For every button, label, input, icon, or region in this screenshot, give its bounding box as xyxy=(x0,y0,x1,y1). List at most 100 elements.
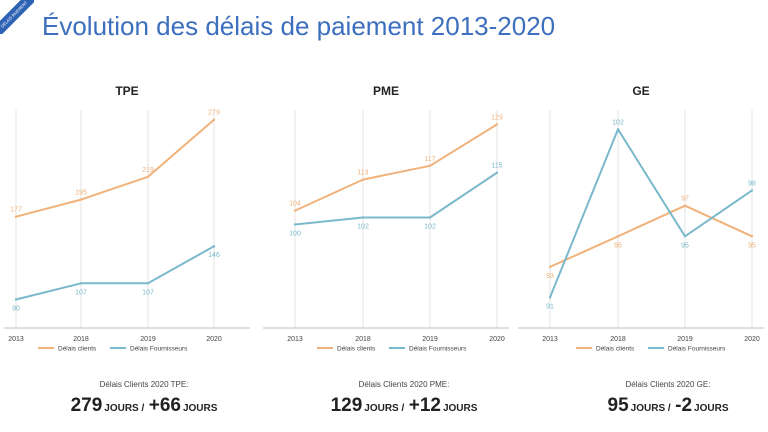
chart-panel-pme: PME 2013 2018 2019 2020 104 113 117 129 100 102 10… xyxy=(259,76,513,364)
data-point-suppliers-2020 xyxy=(212,245,216,248)
legend-label-suppliers: Délais Fournisseurs xyxy=(409,346,467,353)
summary-days-unit-pme: JOURS / xyxy=(364,403,405,414)
legend-label-clients: Délais clients xyxy=(596,346,635,353)
chart-title-ge: GE xyxy=(632,84,650,98)
data-label-suppliers-2020: 146 xyxy=(208,252,220,259)
x-tick-label-2019: 2019 xyxy=(140,336,156,343)
data-point-clients-2019 xyxy=(146,175,150,178)
data-label-suppliers-2020: 115 xyxy=(491,163,502,170)
chart-title-pme: PME xyxy=(372,84,399,98)
summary-delta-unit-ge: JOURS xyxy=(694,403,729,414)
x-tick-label-2019: 2019 xyxy=(422,336,438,343)
ribbon-label: DÉLAIS PAIEMENT xyxy=(0,0,34,34)
data-point-clients-2018 xyxy=(79,198,83,201)
data-label-clients-2020: 279 xyxy=(208,110,220,117)
summary-delta-tpe: +66 xyxy=(148,395,181,416)
series-line-clients xyxy=(294,123,498,212)
data-label-clients-2019: 117 xyxy=(424,156,435,163)
data-point-clients-2019 xyxy=(683,204,687,207)
data-label-suppliers-2018: 107 xyxy=(75,289,87,296)
legend-label-clients: Délais clients xyxy=(58,346,97,353)
data-label-suppliers-2013: 100 xyxy=(289,231,301,238)
data-point-clients-2013 xyxy=(293,209,297,212)
data-point-clients-2020 xyxy=(750,235,754,238)
x-tick-label-2020: 2020 xyxy=(489,336,505,343)
summary-tpe: 279 JOURS / +66 JOURS xyxy=(16,395,272,417)
data-label-suppliers-2013: 91 xyxy=(546,303,554,310)
summary-delta-unit-pme: JOURS xyxy=(442,403,478,414)
data-point-suppliers-2019 xyxy=(428,216,432,219)
x-tick-label-2013: 2013 xyxy=(287,336,303,343)
data-point-suppliers-2019 xyxy=(683,235,687,238)
page-title: Évolution des délais de paiement 2013-20… xyxy=(42,11,556,41)
x-tick-label-2013: 2013 xyxy=(8,336,24,343)
data-point-clients-2020 xyxy=(212,118,216,121)
data-point-clients-2019 xyxy=(428,164,432,167)
x-tick-label-2018: 2018 xyxy=(73,336,89,343)
series-line-suppliers xyxy=(15,245,215,301)
series-line-suppliers xyxy=(549,128,753,298)
data-label-suppliers-2020: 98 xyxy=(748,180,756,187)
x-tick-label-2018: 2018 xyxy=(355,336,371,343)
data-point-suppliers-2013 xyxy=(548,296,552,299)
chart-title-tpe: TPE xyxy=(115,84,139,98)
x-tick-label-2019: 2019 xyxy=(677,336,693,343)
data-point-clients-2013 xyxy=(14,215,18,218)
data-point-suppliers-2020 xyxy=(750,189,754,192)
series-line-suppliers xyxy=(294,171,498,226)
data-label-clients-2020: 129 xyxy=(491,114,503,121)
summary-days-ge: 95 xyxy=(607,395,629,416)
summary-caption-ge: Délais Clients 2020 GE: xyxy=(625,380,711,389)
data-label-suppliers-2013: 90 xyxy=(12,306,20,313)
corner-ribbon: DÉLAIS PAIEMENT xyxy=(0,0,34,34)
data-label-clients-2018: 195 xyxy=(75,190,87,197)
data-point-clients-2013 xyxy=(548,265,552,269)
x-tick-label-2013: 2013 xyxy=(542,336,558,343)
summary-days-unit-tpe: JOURS / xyxy=(104,403,145,414)
summary-caption-tpe: Délais Clients 2020 TPE: xyxy=(99,380,189,389)
data-label-clients-2018: 113 xyxy=(357,170,368,177)
data-point-suppliers-2013 xyxy=(293,223,297,226)
data-point-clients-2018 xyxy=(361,178,365,181)
line-chart-ge: 2013 2018 2019 2020 93 95 97 95 91 102 95 98 Délais … xyxy=(518,110,764,353)
summary-delta-pme: +12 xyxy=(408,395,441,416)
data-point-suppliers-2019 xyxy=(146,282,150,285)
data-label-clients-2019: 97 xyxy=(681,196,689,203)
data-label-suppliers-2019: 102 xyxy=(424,224,436,231)
data-label-clients-2018: 95 xyxy=(614,242,622,249)
line-chart-tpe: 2013 2018 2019 2020 177 195 219 279 90 107 107 146 D… xyxy=(4,110,250,353)
data-point-suppliers-2018 xyxy=(79,282,83,285)
data-point-clients-2018 xyxy=(616,235,620,238)
data-point-suppliers-2018 xyxy=(361,216,365,219)
data-label-clients-2013: 177 xyxy=(10,207,22,214)
data-point-suppliers-2020 xyxy=(495,171,499,174)
series-line-clients xyxy=(549,204,753,268)
data-point-suppliers-2018 xyxy=(616,128,620,131)
x-tick-label-2020: 2020 xyxy=(206,336,222,343)
data-label-clients-2013: 93 xyxy=(546,273,554,280)
summary-pme: 129 JOURS / +12 JOURS xyxy=(276,395,532,417)
summary-ge: 95 JOURS / -2 JOURS xyxy=(540,395,768,417)
legend-label-clients: Délais clients xyxy=(337,346,376,353)
summary-caption-pme: Délais Clients 2020 PME: xyxy=(358,380,450,389)
series-line-clients xyxy=(15,118,215,218)
summary-delta-unit-tpe: JOURS xyxy=(182,403,218,414)
summary-days-pme: 129 xyxy=(330,395,363,416)
legend-label-suppliers: Délais Fournisseurs xyxy=(130,346,188,353)
data-label-clients-2019: 219 xyxy=(142,167,154,174)
data-point-clients-2020 xyxy=(495,123,499,126)
summary-days-unit-ge: JOURS / xyxy=(630,403,671,414)
data-label-clients-2020: 95 xyxy=(748,242,756,249)
data-label-suppliers-2019: 107 xyxy=(142,289,154,296)
data-label-suppliers-2018: 102 xyxy=(612,119,624,126)
summary-days-tpe: 279 xyxy=(70,395,103,416)
x-tick-label-2018: 2018 xyxy=(610,336,626,343)
chart-panel-ge: GE 2013 2018 2019 2020 93 95 97 95 91 102 95 98 Déla… xyxy=(514,76,768,364)
data-label-suppliers-2019: 95 xyxy=(681,242,689,249)
data-label-clients-2013: 104 xyxy=(289,201,301,208)
line-chart-pme: 2013 2018 2019 2020 104 113 117 129 100 102 102 115… xyxy=(263,110,509,353)
data-label-suppliers-2018: 102 xyxy=(357,224,369,231)
data-point-suppliers-2013 xyxy=(14,298,18,301)
x-tick-label-2020: 2020 xyxy=(744,336,760,343)
summary-delta-ge: -2 xyxy=(675,395,693,416)
